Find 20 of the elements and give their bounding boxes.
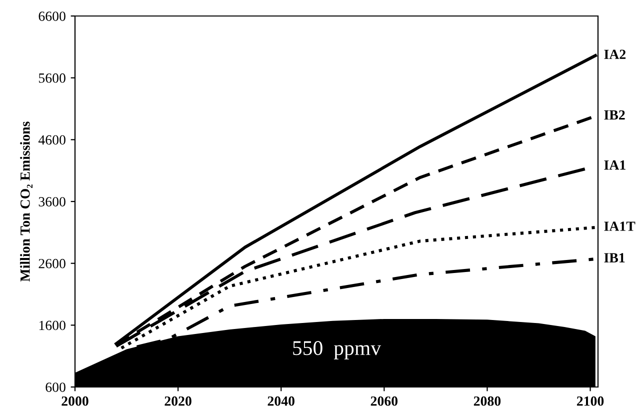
series-label: IA1 bbox=[604, 160, 626, 170]
x-tick-label: 2040 bbox=[268, 396, 294, 406]
y-tick-label: 6600 bbox=[38, 12, 66, 21]
y-axis-title: Million Ton CO₂ Emissions bbox=[20, 122, 32, 282]
series-label: IB2 bbox=[604, 110, 625, 120]
x-tick-label: 2000 bbox=[62, 396, 88, 406]
series-label: IA1T bbox=[604, 222, 636, 231]
x-tick-label: 2100 bbox=[576, 396, 604, 406]
x-tick-label: 2080 bbox=[474, 396, 501, 406]
x-tick-label: 2060 bbox=[370, 396, 398, 406]
series-label: IB1 bbox=[604, 253, 625, 262]
series-label: IA2 bbox=[604, 50, 626, 59]
x-tick-label: 2020 bbox=[164, 396, 192, 406]
y-tick-label: 2600 bbox=[38, 258, 66, 268]
y-tick-label: 600 bbox=[46, 382, 66, 392]
y-tick-label: 1600 bbox=[39, 320, 66, 330]
y-tick-label: 5600 bbox=[39, 73, 66, 83]
y-tick-label: 3600 bbox=[38, 197, 66, 206]
annotation: 550 ppmv bbox=[293, 341, 382, 360]
y-tick-label: 4600 bbox=[38, 135, 66, 145]
